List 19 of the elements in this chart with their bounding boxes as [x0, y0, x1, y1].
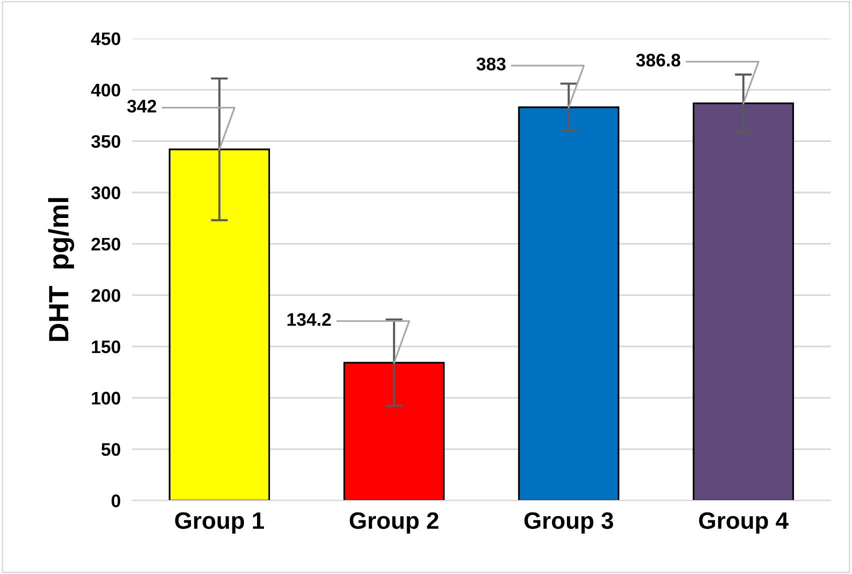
y-tick-label: 0 [112, 494, 120, 508]
y-tick-label: 350 [91, 135, 120, 148]
y-axis-title: DHT pg/ml [48, 198, 74, 341]
y-tick-label: 250 [91, 238, 120, 251]
y-tick-label: 50 [101, 443, 120, 456]
y-tick-label: 200 [91, 289, 120, 302]
x-tick-label: Group 4 [699, 512, 788, 534]
x-tick-label: Group 3 [524, 512, 614, 534]
y-tick-label: 300 [91, 186, 120, 200]
x-tick-label: Group 1 [175, 512, 264, 534]
y-tick-label: 100 [92, 392, 120, 405]
data-label: 383 [476, 58, 506, 70]
y-tick-label: 400 [91, 84, 120, 97]
data-label: 342 [127, 100, 156, 113]
x-tick-label: Group 2 [350, 512, 438, 534]
y-tick-label: 450 [91, 32, 120, 46]
y-tick-label: 150 [92, 340, 120, 354]
data-label: 134.2 [288, 313, 331, 326]
data-label: 386.8 [636, 54, 680, 67]
